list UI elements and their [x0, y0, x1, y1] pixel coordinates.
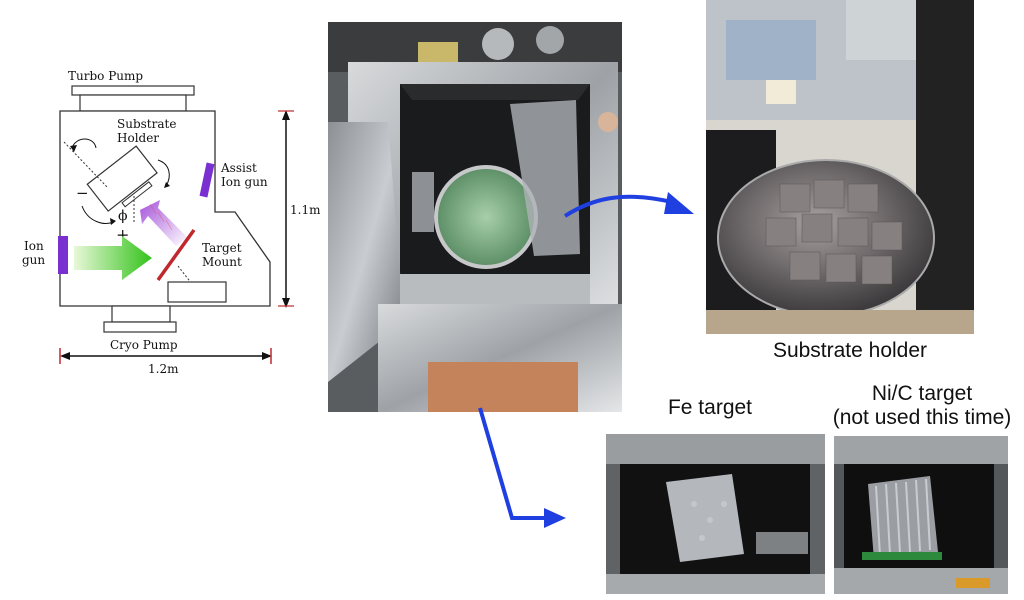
- height-dim-label: 1.1m: [290, 203, 320, 217]
- target-mount-label-2: Mount: [202, 255, 242, 269]
- fe-target-photo: [606, 434, 825, 594]
- phi-symbol: ϕ: [118, 208, 128, 224]
- width-dim-arrow-left: [60, 352, 70, 360]
- substrate-holder-shape: [86, 145, 158, 212]
- height-dim-arrow-top: [282, 110, 290, 120]
- assist-ion-gun-label-1: Assist: [220, 161, 257, 175]
- arrow-head-fe: [544, 508, 566, 528]
- nic-target-plate: [868, 476, 938, 560]
- caption-nic-target: Ni/C target (not used this time): [820, 382, 1024, 430]
- caption-nic-target-line1: Ni/C target: [871, 382, 973, 405]
- chamber-schematic: Turbo Pump Cryo Pump 1.2m 1.1m Substrate…: [22, 69, 320, 376]
- assist-ion-gun-shape: [199, 162, 215, 198]
- cryo-pump-box: [103, 321, 177, 333]
- ion-gun-label-2: gun: [22, 253, 45, 267]
- fe-target-plate: [666, 474, 744, 562]
- turbo-pump-neck: [79, 94, 187, 112]
- turbo-pump-label: Turbo Pump: [68, 69, 143, 83]
- substrate-holder-label-2: Holder: [117, 131, 159, 145]
- target-plate: [156, 228, 196, 282]
- turbo-pump-box: [71, 85, 195, 96]
- caption-substrate-holder: Substrate holder: [772, 339, 928, 362]
- ion-gun-label-1: Ion: [24, 239, 44, 253]
- width-dim-arrow-right: [262, 352, 272, 360]
- target-mount-label-1: Target: [202, 241, 242, 255]
- cryo-pump-neck: [111, 305, 171, 323]
- cryo-pump-label: Cryo Pump: [110, 338, 178, 352]
- arrow-head-substrate: [664, 192, 694, 214]
- nic-target-photo: [834, 436, 1008, 594]
- caption-nic-target-line2: (not used this time): [832, 406, 1012, 429]
- target-mount-box: [167, 281, 227, 303]
- ion-gun-shape: [58, 236, 68, 274]
- assist-ion-gun-label-2: Ion gun: [221, 175, 268, 189]
- assist-beam-arrow: [140, 200, 188, 246]
- chamber-photo: [328, 22, 622, 412]
- minus-sign: −: [76, 184, 89, 202]
- caption-fe-target: Fe target: [667, 396, 753, 419]
- substrate-holder-label-1: Substrate: [117, 117, 176, 131]
- rotation-arrow-top: [71, 138, 97, 149]
- ion-beam-arrow: [74, 236, 152, 280]
- height-dim-arrow-bottom: [282, 298, 290, 308]
- chamber-outline: [59, 110, 271, 307]
- substrate-holder-photo: [706, 0, 974, 334]
- arrow-to-fe-target: [478, 407, 548, 520]
- width-dim-label: 1.2m: [148, 362, 179, 376]
